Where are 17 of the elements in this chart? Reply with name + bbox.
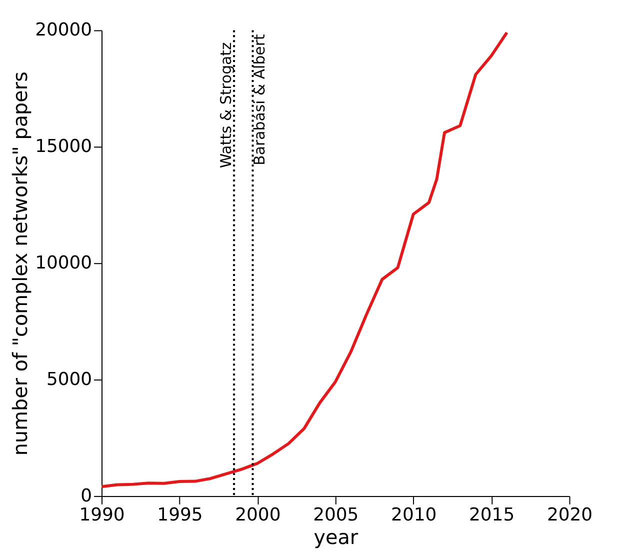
x-tick-label: 2005 xyxy=(313,504,359,526)
x-tick-label: 1990 xyxy=(79,504,125,526)
x-tick-label: 1995 xyxy=(157,504,203,526)
y-tick-label: 0 xyxy=(80,485,92,506)
line-series xyxy=(100,31,508,488)
y-axis-title: number of "complex networks" papers xyxy=(9,72,32,456)
ref-line-label: Barabási & Albert xyxy=(250,34,269,166)
x-axis-title: year xyxy=(314,526,359,550)
y-tick-label: 5000 xyxy=(46,368,92,390)
x-tick-label: 2015 xyxy=(469,504,515,526)
y-tick-label: 20000 xyxy=(35,20,92,41)
ref-line-label: Watts & Strogatz xyxy=(217,42,236,168)
y-tick-label: 15000 xyxy=(35,136,92,158)
y-tick-label: 10000 xyxy=(35,252,92,274)
x-tick-label: 2010 xyxy=(391,504,437,526)
x-tick-label: 2020 xyxy=(546,504,593,526)
x-tick-label: 2000 xyxy=(235,504,281,526)
